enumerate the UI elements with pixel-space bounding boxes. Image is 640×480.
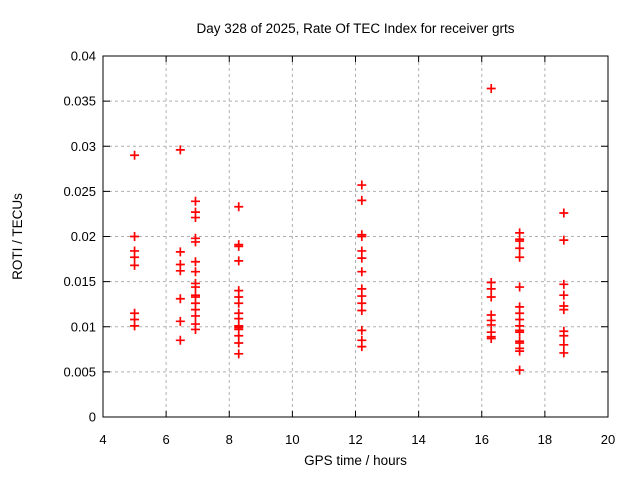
x-tick-label: 6	[163, 432, 170, 447]
gridlines	[103, 56, 608, 417]
chart-title: Day 328 of 2025, Rate Of TEC Index for r…	[196, 21, 515, 36]
y-tick-labels: 0 0.005 0.01 0.015 0.02 0.025 0.03 0.035 0.04	[63, 49, 96, 425]
x-tick-label: 20	[601, 432, 615, 447]
x-tick-label: 10	[285, 432, 299, 447]
y-tick-label: 0.025	[63, 184, 96, 199]
data-points	[130, 83, 569, 375]
axis-ticks	[102, 55, 609, 418]
y-tick-label: 0.03	[71, 139, 96, 154]
y-tick-label: 0.04	[71, 49, 96, 64]
x-tick-label: 16	[475, 432, 489, 447]
y-tick-label: 0.01	[71, 319, 96, 334]
y-tick-label: 0	[89, 410, 96, 425]
y-tick-label: 0.005	[63, 364, 96, 379]
x-tick-labels: 4 6 8 10 12 14 16 18 20	[99, 432, 615, 447]
x-tick-label: 8	[226, 432, 233, 447]
x-tick-label: 4	[99, 432, 106, 447]
x-tick-label: 18	[538, 432, 552, 447]
x-tick-label: 12	[348, 432, 362, 447]
x-tick-label: 14	[411, 432, 425, 447]
y-tick-label: 0.02	[71, 229, 96, 244]
y-tick-label: 0.015	[63, 274, 96, 289]
y-tick-label: 0.035	[63, 94, 96, 109]
x-axis-label: GPS time / hours	[304, 453, 407, 468]
